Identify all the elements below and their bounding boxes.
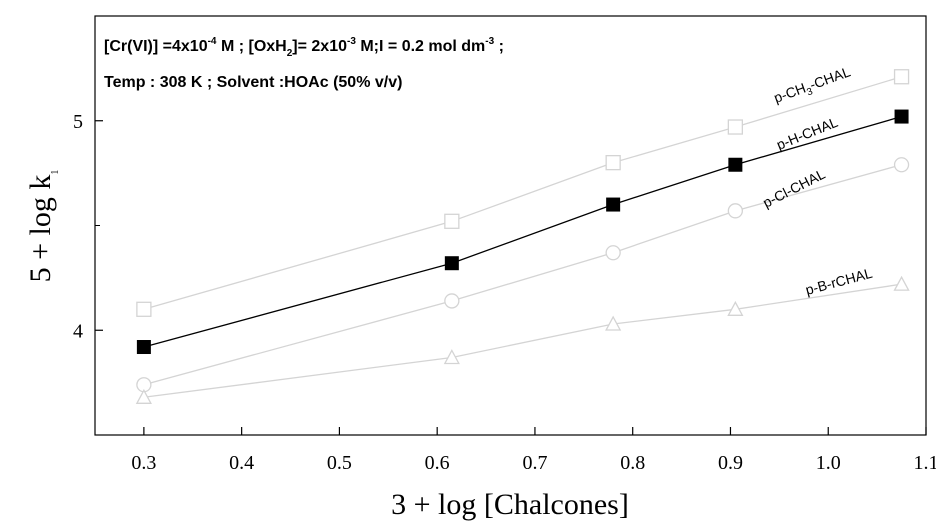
data-point [727,119,744,135]
x-axis-title: 3 + log [Chalcones] [391,488,629,521]
x-tick-label: 1.0 [816,452,841,474]
data-point [894,109,909,124]
x-tick-label: 1.1 [914,452,936,474]
data-point [135,388,152,404]
data-point [444,256,459,271]
data-point [728,157,743,172]
data-point [605,245,621,261]
x-tick-label: 0.5 [327,452,352,474]
x-tick-label: 0.4 [229,452,254,474]
data-point [136,340,151,355]
data-point [893,69,910,85]
series-label-ch3: p-CH3-CHAL [772,63,854,109]
data-point [605,315,622,331]
data-point [136,301,152,317]
x-tick-label: 0.3 [131,452,156,474]
x-tick-label: 0.8 [620,452,645,474]
annotation-line2: Temp : 308 K ; Solvent :HOAc (50% v/v) [104,74,402,91]
data-point [893,275,910,291]
annotation-line1: [Cr(VI)] =4x10-4 M ; [OxH2]= 2x10-3 M;I … [104,36,504,59]
data-point [727,203,744,219]
series-label-h: p-H-CHAL [774,114,840,153]
data-point [444,293,460,309]
series-line-p-Br-CHAL [143,283,902,398]
data-point [893,157,910,173]
x-tick-label: 0.7 [522,452,547,474]
x-tick-label: 0.9 [718,452,743,474]
y-axis-title: 5 + log k1 [24,170,61,283]
series-label-br: p-B-rCHAL [804,265,874,298]
x-tick-label: 0.6 [425,452,450,474]
y-tick-label: 4 [73,320,83,342]
data-point [606,197,621,212]
series-line-p-H-CHAL [143,115,902,348]
data-point [605,154,621,171]
data-point [727,300,744,316]
data-point [444,213,460,229]
y-tick-label: 5 [73,111,83,133]
data-point [443,349,460,365]
